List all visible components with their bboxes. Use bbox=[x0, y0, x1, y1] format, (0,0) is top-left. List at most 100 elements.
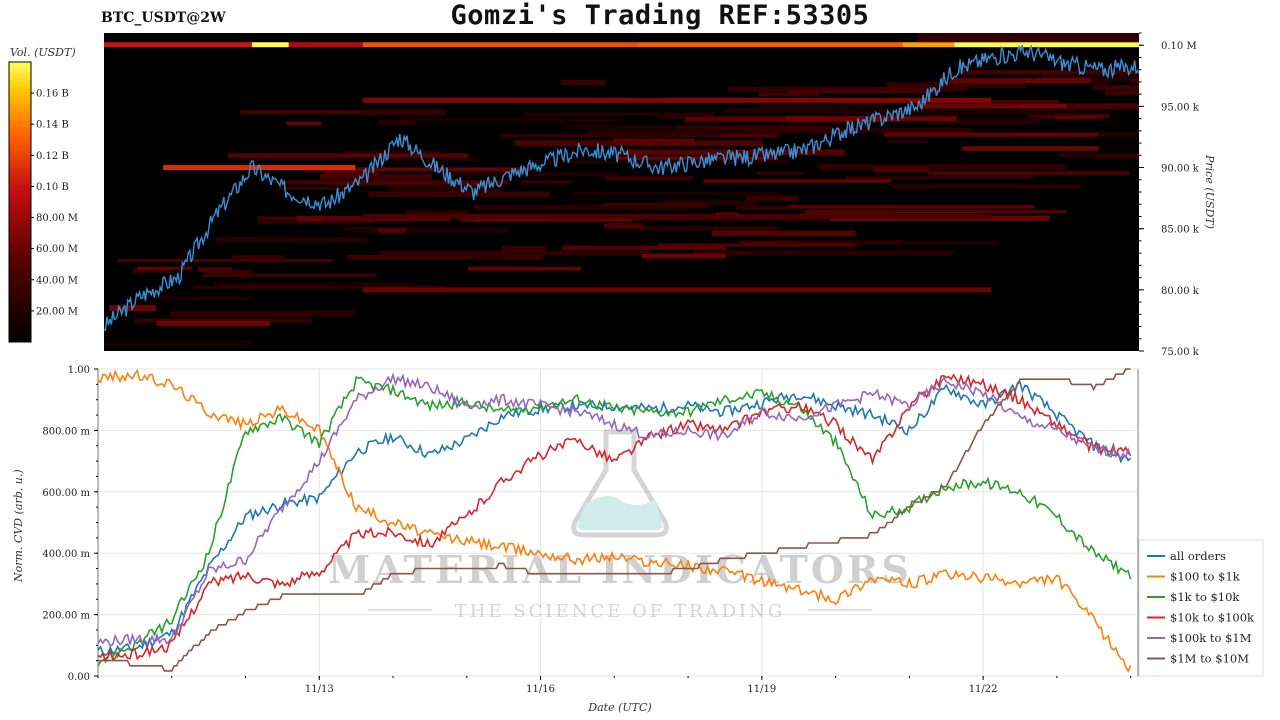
heatmap-cell bbox=[873, 166, 930, 173]
heatmap-cell bbox=[736, 206, 790, 210]
watermark-tagline: THE SCIENCE OF TRADING bbox=[455, 601, 786, 622]
heatmap-cell bbox=[521, 180, 572, 184]
heatmap-cell bbox=[728, 87, 968, 92]
heatmap-cell bbox=[720, 134, 780, 138]
heatmap-cell bbox=[104, 340, 253, 345]
heatmap-cell bbox=[227, 153, 469, 158]
colorbar-tick-label: 0.10 B bbox=[36, 182, 69, 193]
heatmap-level bbox=[636, 42, 903, 48]
heatmap-cell bbox=[758, 92, 819, 97]
heatmap-cell bbox=[587, 129, 866, 135]
cvd-y-tick-label: 600.00 m bbox=[42, 488, 90, 499]
heatmap-cell bbox=[821, 109, 896, 114]
colorbar-tick-label: 0.14 B bbox=[36, 120, 69, 131]
heatmap-cell bbox=[1129, 78, 1139, 83]
legend-label: $1M to $10M bbox=[1170, 652, 1249, 666]
heatmap-cell bbox=[521, 112, 715, 116]
cvd-x-tick-label: 11/13 bbox=[305, 684, 334, 695]
heatmap-cell bbox=[819, 164, 1066, 170]
heatmap-cell bbox=[377, 119, 416, 125]
heatmap-cell bbox=[804, 210, 1068, 214]
cvd-y-axis-label: Norm. CVD (arb. u.) bbox=[12, 469, 25, 583]
heatmap-level bbox=[362, 97, 992, 103]
cvd-y-tick-label: 0.00 bbox=[68, 672, 90, 683]
heatmap-cell bbox=[398, 118, 623, 123]
heatmap-cell bbox=[231, 255, 285, 260]
heatmap-cell bbox=[712, 230, 856, 237]
heatmap-cell bbox=[918, 103, 1139, 109]
heatmap-cell bbox=[357, 219, 412, 224]
heatmap-cell bbox=[501, 246, 547, 252]
heatmap-cell bbox=[1104, 90, 1139, 96]
heatmap-level bbox=[954, 42, 1139, 48]
watermark-brand: MATERIAL INDICATORS bbox=[328, 547, 912, 592]
heatmap-level bbox=[362, 287, 992, 293]
heatmap-cell bbox=[887, 140, 928, 144]
heatmap-cell bbox=[377, 228, 407, 234]
heatmap-cell bbox=[659, 200, 754, 206]
heatmap-cell bbox=[570, 191, 781, 196]
heatmap-cell bbox=[206, 269, 252, 275]
heatmap-cell bbox=[756, 171, 803, 175]
heatmap-cell bbox=[304, 167, 532, 172]
heatmap-cell bbox=[959, 69, 1139, 75]
cvd-plot-area bbox=[97, 368, 1139, 677]
cvd-x-tick-label: 11/22 bbox=[969, 684, 998, 695]
heatmap-cell bbox=[137, 266, 193, 270]
heatmap-cell bbox=[744, 127, 972, 133]
heatmap-cell bbox=[611, 226, 779, 231]
heatmap-cell bbox=[156, 320, 270, 327]
cvd-series-line bbox=[97, 375, 1132, 667]
cvd-x-tick-label: 11/16 bbox=[526, 684, 555, 695]
heatmap-cell bbox=[169, 310, 355, 317]
heatmap-level bbox=[362, 42, 637, 48]
legend-label: $10k to $100k bbox=[1170, 611, 1255, 625]
heatmap-cell bbox=[202, 273, 377, 277]
heatmap-cell bbox=[889, 184, 1081, 189]
watermark: MATERIAL INDICATORS THE SCIENCE OF TRADI… bbox=[328, 429, 912, 622]
heatmap-cell bbox=[724, 108, 849, 113]
heatmap-y-tick-label: 90.00 k bbox=[1161, 164, 1200, 175]
price-line bbox=[103, 43, 1140, 332]
heatmap-y-tick-label: 75.00 k bbox=[1161, 347, 1200, 358]
heatmap-cell bbox=[389, 185, 504, 192]
pair-label: BTC_USDT@2W bbox=[101, 10, 226, 26]
heatmap-cell bbox=[877, 109, 1078, 116]
heatmap-cell bbox=[928, 120, 1040, 125]
cvd-panel: MATERIAL INDICATORS THE SCIENCE OF TRADI… bbox=[12, 365, 1264, 714]
heatmap-cell bbox=[320, 174, 432, 180]
heatmap-cell bbox=[562, 245, 727, 251]
colorbar-tick-label: 40.00 M bbox=[36, 275, 78, 286]
heatmap-cell bbox=[846, 176, 1034, 180]
heatmap-cell bbox=[197, 267, 232, 273]
colorbar-tick-label: 0.12 B bbox=[36, 151, 69, 162]
heatmap-cell bbox=[1098, 132, 1139, 139]
colorbar-gradient bbox=[8, 61, 32, 343]
cvd-y-tick-label: 400.00 m bbox=[42, 549, 90, 560]
heatmap-cell bbox=[257, 220, 374, 225]
heatmap-panel: 75.00 k 80.00 k 85.00 k 90.00 k 95.00 k 0.10 … bbox=[103, 32, 1216, 358]
heatmap-cell bbox=[214, 236, 366, 243]
colorbar: Vol. (USDT) 20.00 M 40.00 M 60.00 M 80.00 M… bbox=[8, 46, 78, 343]
heatmap-y-tick-label: 85.00 k bbox=[1161, 225, 1200, 236]
heatmap-cell bbox=[468, 266, 581, 271]
cvd-x-axis-label: Date (UTC) bbox=[587, 701, 651, 714]
heatmap-cell bbox=[347, 255, 544, 260]
flask-icon bbox=[571, 429, 669, 538]
heatmap-cell bbox=[460, 217, 633, 222]
legend-label: $100k to $1M bbox=[1170, 631, 1252, 645]
cvd-series-line bbox=[97, 381, 1132, 657]
heatmap-level bbox=[288, 42, 363, 48]
heatmap-cell bbox=[368, 191, 550, 198]
legend-label: $1k to $10k bbox=[1170, 590, 1240, 604]
legend-box bbox=[1138, 539, 1264, 677]
heatmap-cell bbox=[278, 186, 353, 191]
legend-label: all orders bbox=[1170, 549, 1226, 563]
heatmap-cell bbox=[240, 110, 447, 115]
heatmap-level bbox=[251, 42, 289, 48]
heatmap-cell bbox=[468, 256, 513, 261]
heatmap-cell bbox=[132, 268, 171, 273]
heatmap-cell bbox=[279, 180, 509, 185]
